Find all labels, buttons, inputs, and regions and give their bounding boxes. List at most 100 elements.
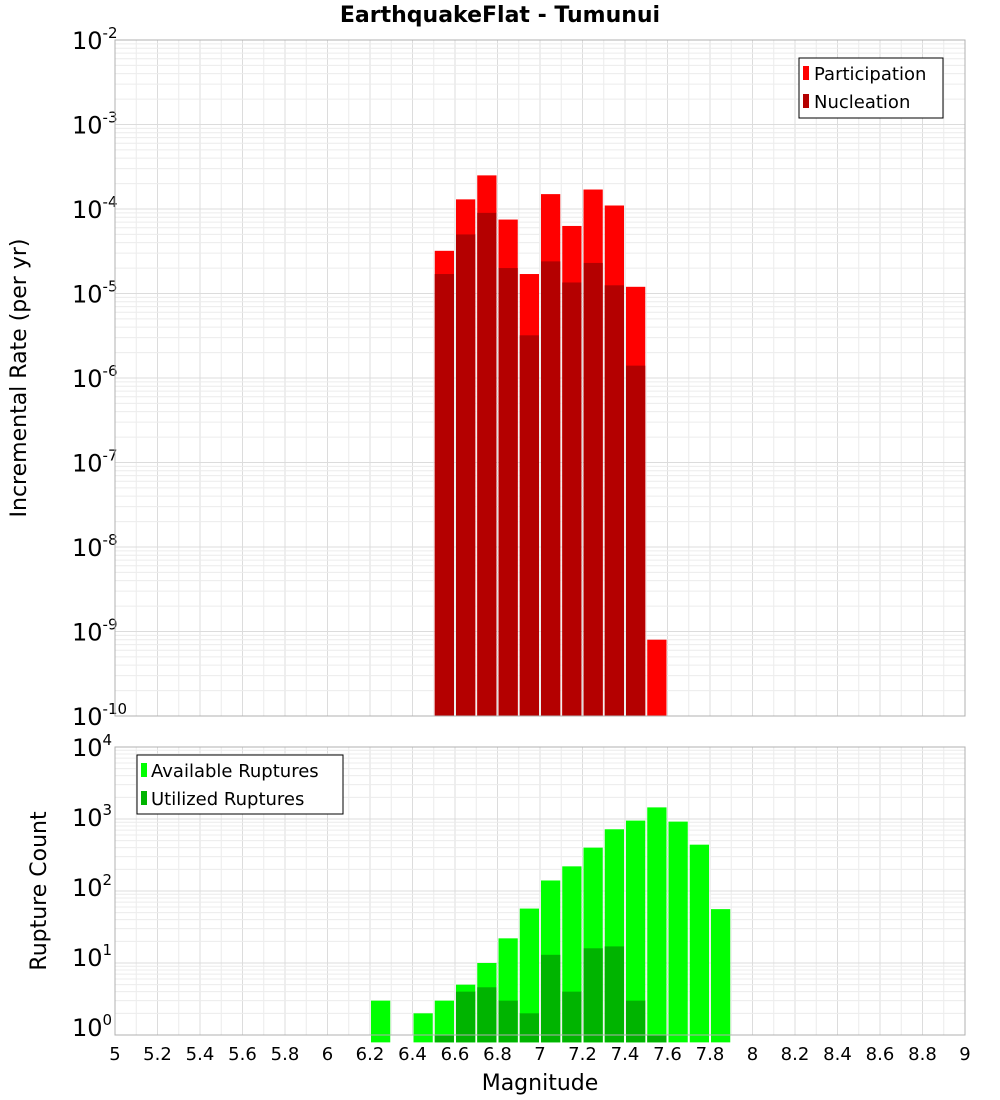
x-tick-label: 6.8 bbox=[483, 1044, 512, 1065]
y-tick-base: 10 bbox=[72, 27, 103, 55]
bottom-y-axis-title: Rupture Count bbox=[27, 811, 52, 971]
legend-utilized-ruptures: Utilized Ruptures bbox=[151, 789, 304, 810]
x-tick-label: 7.4 bbox=[611, 1044, 640, 1065]
bar-utilized-ruptures bbox=[562, 991, 582, 1043]
bar-nucleation bbox=[626, 365, 646, 716]
nucleation-swatch bbox=[803, 94, 809, 108]
x-tick-label: 7.2 bbox=[568, 1044, 597, 1065]
y-tick-exponent: -4 bbox=[103, 193, 118, 211]
y-tick-base: 10 bbox=[72, 944, 103, 972]
legend-participation: Participation bbox=[814, 64, 926, 85]
bar-nucleation bbox=[519, 335, 539, 716]
bar-nucleation bbox=[456, 234, 476, 717]
x-tick-label: 5.8 bbox=[271, 1044, 300, 1065]
bar-available-ruptures bbox=[647, 807, 667, 1043]
x-tick-label: 8.2 bbox=[781, 1044, 810, 1065]
y-tick-base: 10 bbox=[72, 450, 103, 478]
x-axis-title: Magnitude bbox=[482, 1071, 599, 1096]
y-tick-base: 10 bbox=[72, 112, 103, 140]
top-y-tick-labels: 10-210-310-410-510-610-710-810-910-10 bbox=[72, 24, 127, 731]
y-tick-label: 10-4 bbox=[72, 193, 118, 224]
y-tick-base: 10 bbox=[72, 619, 103, 647]
x-tick-label: 8.4 bbox=[823, 1044, 852, 1065]
y-tick-exponent: 0 bbox=[103, 1011, 113, 1029]
y-tick-base: 10 bbox=[72, 534, 103, 562]
bar-utilized-ruptures bbox=[604, 946, 624, 1043]
y-tick-exponent: -3 bbox=[103, 109, 118, 127]
bar-participation bbox=[647, 639, 667, 716]
participation-swatch bbox=[803, 66, 809, 80]
y-tick-exponent: -6 bbox=[103, 362, 118, 380]
y-tick-label: 10-7 bbox=[72, 447, 118, 478]
y-tick-base: 10 bbox=[72, 804, 103, 832]
y-tick-label: 10-6 bbox=[72, 362, 118, 393]
bar-utilized-ruptures bbox=[498, 1000, 518, 1043]
bar-nucleation bbox=[477, 212, 497, 716]
x-tick-label: 6.6 bbox=[441, 1044, 470, 1065]
available-ruptures-swatch bbox=[141, 763, 147, 777]
y-tick-label: 10-2 bbox=[72, 24, 118, 55]
y-tick-exponent: -5 bbox=[103, 278, 118, 296]
y-tick-exponent: 3 bbox=[103, 801, 113, 819]
bottom-legend-box bbox=[136, 754, 344, 815]
top-panel-rate-chart: 10-210-310-410-510-610-710-810-910-10 Pa… bbox=[7, 24, 966, 731]
bottom-plot-border bbox=[114, 746, 966, 1036]
bar-available-ruptures bbox=[626, 820, 646, 1043]
utilized-ruptures-swatch bbox=[141, 791, 147, 805]
bar-nucleation bbox=[541, 261, 561, 716]
x-tick-label: 8.6 bbox=[866, 1044, 895, 1065]
y-tick-label: 10-3 bbox=[72, 109, 118, 140]
y-tick-label: 10-5 bbox=[72, 278, 118, 309]
x-tick-label: 7.6 bbox=[653, 1044, 682, 1065]
chart-title: EarthquakeFlat - Tumunui bbox=[340, 3, 660, 28]
y-tick-exponent: -9 bbox=[103, 616, 118, 634]
x-tick-label: 8.8 bbox=[908, 1044, 937, 1065]
y-tick-exponent: 2 bbox=[103, 871, 113, 889]
bar-nucleation bbox=[434, 274, 454, 716]
top-gridlines bbox=[114, 40, 966, 717]
bar-available-ruptures bbox=[668, 821, 688, 1043]
y-tick-label: 102 bbox=[72, 871, 112, 902]
legend-available-ruptures: Available Ruptures bbox=[151, 761, 319, 782]
bar-utilized-ruptures bbox=[626, 1000, 646, 1043]
top-plot-border bbox=[114, 39, 966, 717]
y-tick-base: 10 bbox=[72, 874, 103, 902]
bottom-legend: Available Ruptures Utilized Ruptures bbox=[136, 754, 344, 815]
bar-utilized-ruptures bbox=[456, 991, 476, 1043]
y-tick-label: 10-9 bbox=[72, 616, 118, 647]
bar-utilized-ruptures bbox=[519, 1013, 539, 1043]
y-tick-base: 10 bbox=[72, 281, 103, 309]
x-tick-label: 5.4 bbox=[186, 1044, 215, 1065]
x-tick-label: 6 bbox=[322, 1044, 333, 1065]
bottom-bars bbox=[371, 807, 731, 1043]
x-tick-label: 5 bbox=[109, 1044, 120, 1065]
y-tick-base: 10 bbox=[72, 1014, 103, 1042]
x-tick-label: 6.2 bbox=[356, 1044, 385, 1065]
top-bars bbox=[434, 175, 667, 717]
bar-utilized-ruptures bbox=[434, 1035, 454, 1043]
bar-available-ruptures bbox=[434, 1000, 454, 1043]
x-tick-label: 7 bbox=[534, 1044, 545, 1065]
bar-available-ruptures bbox=[689, 844, 709, 1043]
top-legend-box bbox=[798, 57, 944, 119]
y-tick-label: 10-10 bbox=[72, 700, 127, 731]
y-tick-label: 104 bbox=[72, 731, 112, 762]
y-tick-exponent: 1 bbox=[103, 941, 113, 959]
y-tick-label: 100 bbox=[72, 1011, 112, 1042]
y-tick-exponent: -8 bbox=[103, 531, 118, 549]
y-tick-exponent: -7 bbox=[103, 447, 118, 465]
x-tick-label: 5.6 bbox=[228, 1044, 257, 1065]
x-tick-labels: 5 5.2 5.4 5.6 5.8 6 6.2 6.4 6.6 6.8 7 7.2 7.4 7.6 7.8 8… bbox=[109, 1044, 970, 1065]
y-tick-base: 10 bbox=[72, 196, 103, 224]
x-tick-label: 7.8 bbox=[696, 1044, 725, 1065]
bar-available-ruptures bbox=[413, 1013, 433, 1043]
bar-available-ruptures bbox=[711, 909, 731, 1043]
y-tick-base: 10 bbox=[72, 703, 103, 731]
top-y-axis-title: Incremental Rate (per yr) bbox=[7, 239, 32, 518]
y-tick-base: 10 bbox=[72, 365, 103, 393]
bar-nucleation bbox=[498, 268, 518, 716]
y-tick-exponent: 4 bbox=[103, 731, 113, 749]
legend-nucleation: Nucleation bbox=[814, 92, 910, 113]
